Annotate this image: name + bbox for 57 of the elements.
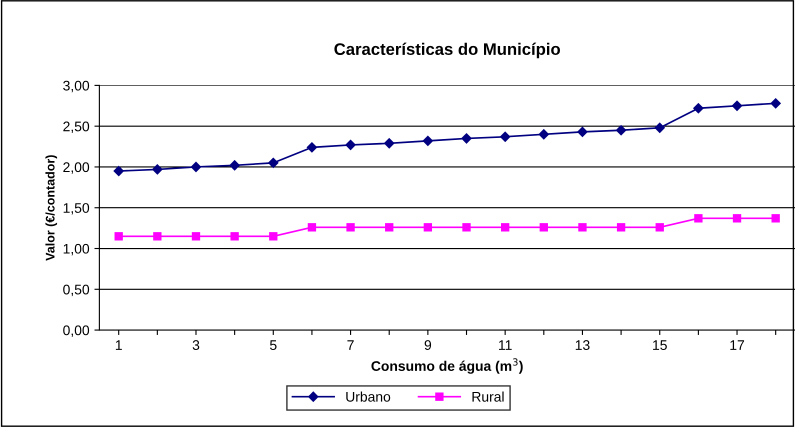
x-tick-label: 3 — [192, 340, 200, 350]
point — [770, 98, 781, 108]
y-tick-label: 0,50 — [63, 284, 90, 296]
point — [385, 223, 394, 232]
y-tick-label: 1,50 — [64, 203, 90, 215]
point — [230, 232, 239, 240]
x-tick-label: 5 — [270, 340, 277, 350]
point — [190, 162, 202, 172]
point — [230, 160, 240, 170]
x-tick-label: 9 — [424, 340, 432, 350]
point — [616, 223, 626, 232]
point — [500, 223, 510, 232]
x-tick-label: 17 — [730, 340, 744, 350]
point — [461, 133, 472, 144]
legend-label: Rural — [472, 392, 504, 402]
point — [424, 223, 432, 232]
point — [269, 232, 278, 240]
point — [654, 122, 665, 133]
point — [500, 132, 510, 142]
point — [693, 103, 704, 114]
y-tick-label: 0,00 — [63, 325, 90, 337]
x-tick-label: 11 — [499, 340, 512, 350]
point — [346, 223, 355, 232]
x-tick-label: 15 — [653, 340, 667, 350]
point — [192, 232, 200, 240]
point — [153, 232, 162, 240]
point — [656, 223, 664, 232]
point — [114, 166, 124, 176]
x-axis-title: Consumo de água (m$^{3}$) — [371, 358, 523, 374]
point — [694, 214, 703, 223]
y-tick-label: 2,50 — [63, 122, 90, 133]
point — [462, 223, 471, 232]
point — [540, 223, 548, 232]
point — [422, 136, 433, 146]
x-tick-label: 1 — [116, 340, 122, 350]
y-axis-title: Valor (€/contador) — [45, 155, 58, 261]
point — [308, 223, 316, 232]
y-tick-label: 3,00 — [63, 80, 90, 92]
point — [384, 138, 394, 148]
point — [345, 140, 356, 150]
point — [732, 214, 742, 223]
point — [577, 126, 588, 137]
legend-label: Urbano — [346, 392, 390, 402]
y-tick-label: 2,00 — [63, 162, 90, 174]
point — [772, 214, 780, 223]
x-tick-label: 13 — [576, 340, 590, 350]
point — [578, 223, 587, 232]
point — [268, 158, 278, 168]
point — [538, 129, 549, 140]
x-tick-label: 7 — [347, 340, 354, 350]
point — [306, 142, 318, 152]
y-tick-label: 1,00 — [64, 244, 90, 256]
chart-title: Características do Município — [334, 42, 560, 58]
point — [616, 125, 626, 136]
point — [732, 100, 742, 111]
point — [114, 232, 123, 240]
point — [152, 164, 162, 175]
